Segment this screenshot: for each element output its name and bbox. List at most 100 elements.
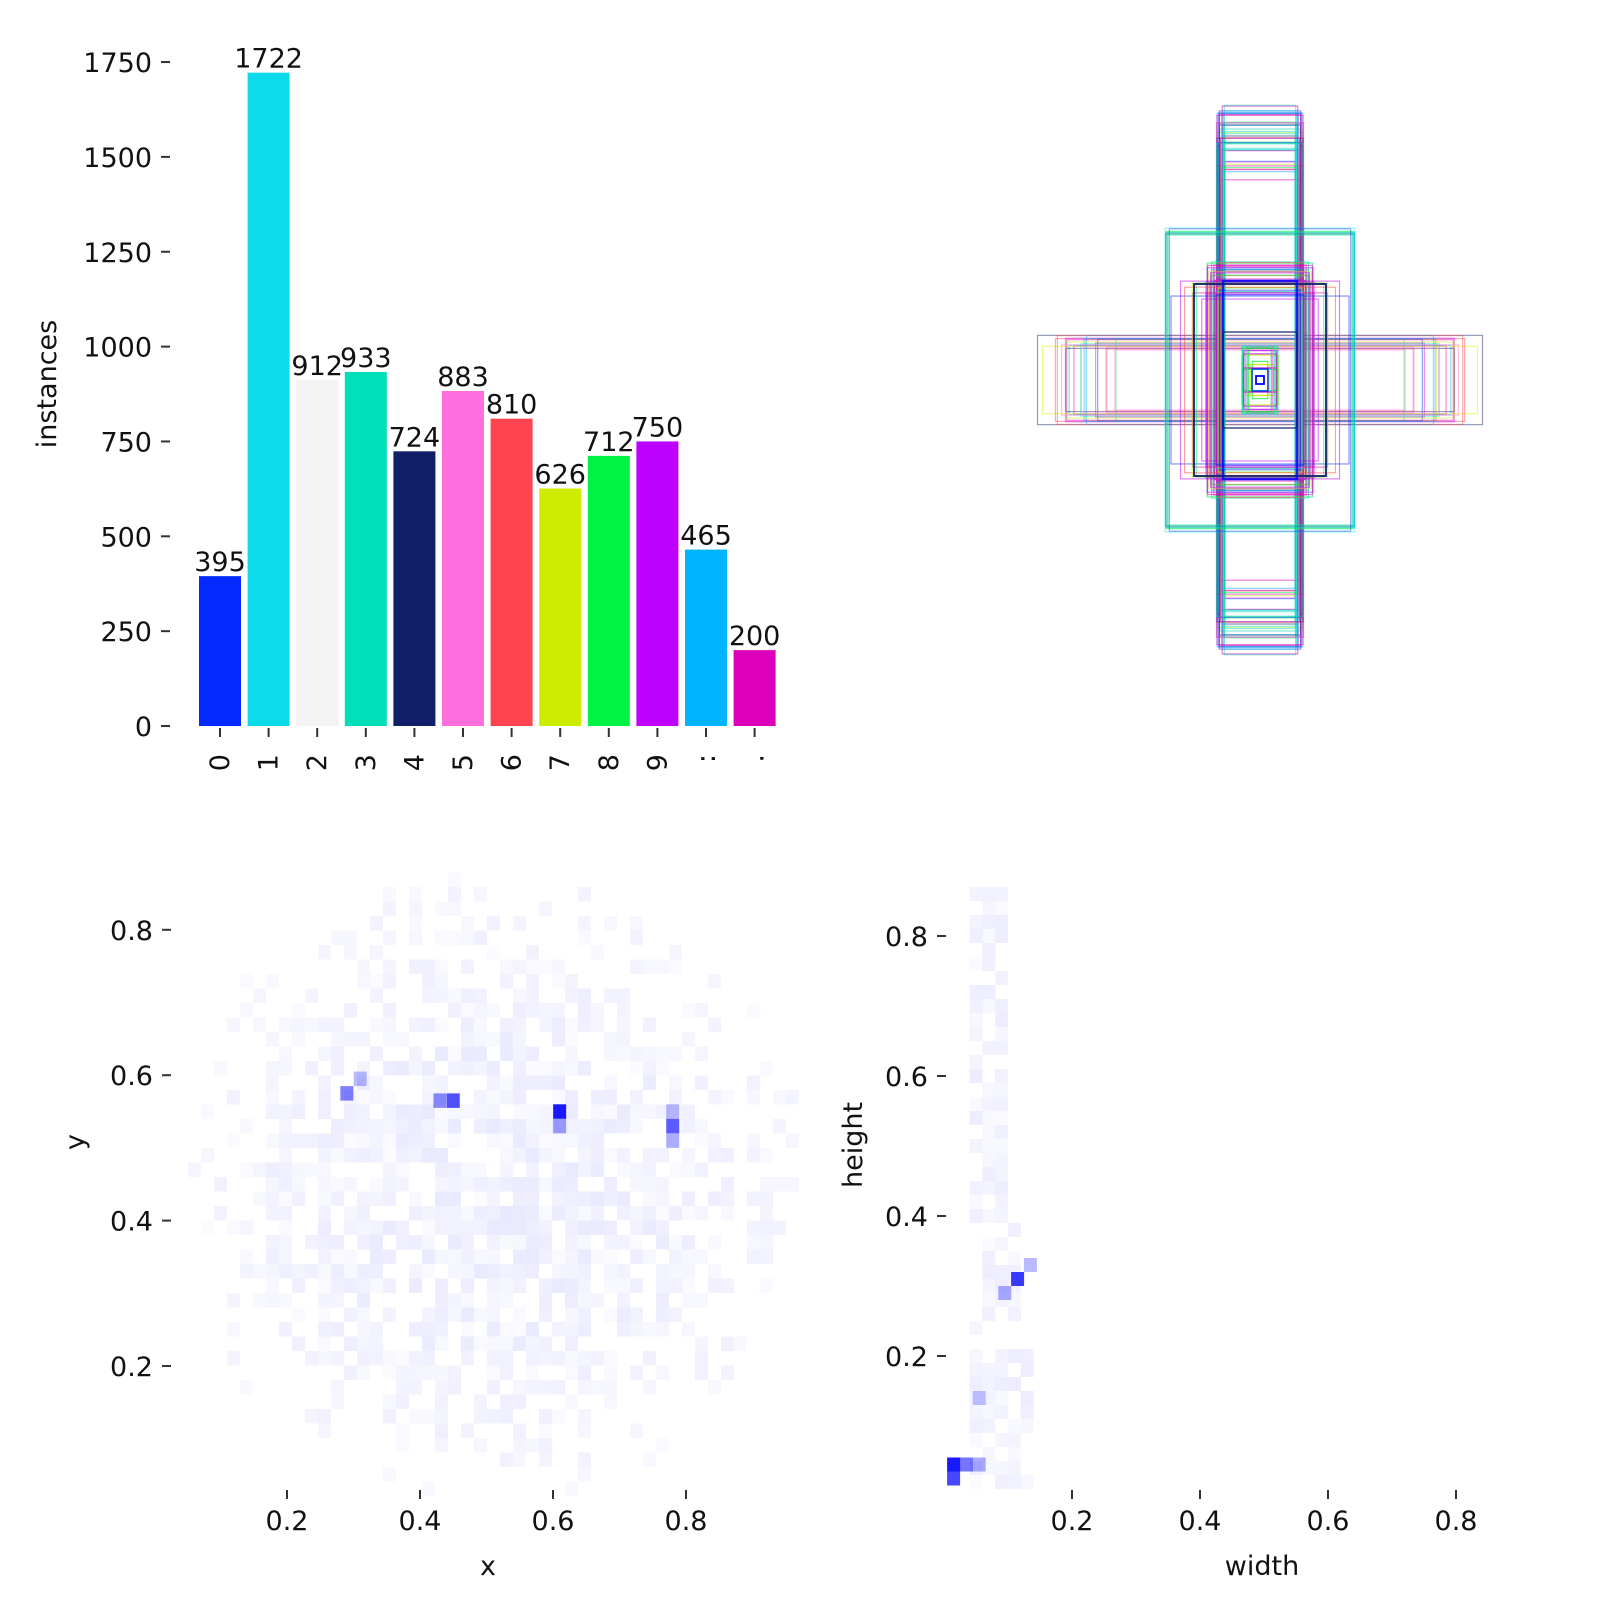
heatmap-cell (539, 1249, 552, 1264)
heatmap-cell (995, 1167, 1009, 1181)
heatmap-cell (604, 1090, 617, 1105)
heatmap-cell (305, 1018, 318, 1033)
heatmap-cell (591, 1191, 604, 1206)
heatmap-cell (695, 1119, 708, 1134)
heatmap-cell (539, 1409, 552, 1424)
heatmap-cell (604, 1105, 617, 1120)
x-tick-label: 0.6 (532, 1506, 575, 1537)
heatmap-cell (526, 1075, 539, 1090)
heatmap-cell (344, 1220, 357, 1235)
heatmap-cell (279, 1018, 292, 1033)
heatmap-cell (539, 1438, 552, 1453)
heatmap-cell (630, 1061, 643, 1076)
heatmap-cell (474, 1163, 487, 1178)
heatmap-cell (682, 1163, 695, 1178)
heatmap-cell (982, 1153, 995, 1167)
bar-value-label: 810 (486, 390, 538, 421)
heatmap-cell (292, 1308, 305, 1323)
heatmap-cell (760, 1191, 773, 1206)
heatmap-cell (695, 1293, 708, 1308)
heatmap-cell (370, 1235, 383, 1250)
heatmap-cell (617, 1047, 630, 1062)
heatmap-cell (422, 1351, 435, 1366)
heatmap-cell (435, 1250, 448, 1265)
heatmap-cell (604, 1076, 617, 1091)
heatmap-cell (982, 1125, 995, 1139)
heatmap-cell (747, 1191, 760, 1206)
heatmap-cell (1008, 1419, 1021, 1433)
heatmap-cell (682, 1293, 695, 1308)
heatmap-cell (344, 1250, 357, 1265)
y-axis-label: y (60, 1134, 91, 1150)
heatmap-cell (617, 1119, 630, 1134)
heatmap-cell (500, 1162, 513, 1177)
heatmap-cell (526, 1162, 539, 1177)
heatmap-cell (760, 1220, 773, 1235)
heatmap-cell (617, 1104, 630, 1119)
heatmap-cell (279, 1047, 292, 1062)
heatmap-cell (422, 1148, 435, 1163)
heatmap-cell (604, 1032, 617, 1047)
heatmap-cell (461, 1264, 474, 1279)
heatmap-cell (383, 1366, 396, 1381)
heatmap-cell (643, 1148, 656, 1163)
heatmap-cell (487, 1322, 500, 1337)
heatmap-cell (357, 1061, 370, 1076)
heatmap-cell (982, 985, 996, 999)
x-tick-label: 9 (642, 754, 673, 771)
x-tick-label: 4 (399, 754, 430, 771)
heatmap-cell (461, 1105, 474, 1120)
heatmap-cell (995, 1209, 1009, 1223)
heatmap-cell (552, 1409, 565, 1424)
heatmap-cell (396, 1220, 409, 1235)
heatmap-cell (396, 1032, 409, 1047)
heatmap-cell (604, 1308, 617, 1323)
heatmap-cell (773, 1177, 786, 1192)
heatmap-cell (552, 1177, 565, 1192)
heatmap-cell (500, 1293, 513, 1308)
heatmap-cell (643, 1192, 656, 1207)
heatmap-cell (383, 1220, 396, 1235)
heatmap-cell (526, 1061, 539, 1076)
heatmap-cell (526, 1264, 539, 1279)
heatmap-cell (760, 1061, 773, 1076)
heatmap-cell (513, 1322, 526, 1337)
label-box (1255, 375, 1265, 385)
label-box (1080, 343, 1440, 417)
heatmap-cell (500, 1119, 513, 1134)
heatmap-cell (474, 887, 487, 902)
heatmap-cell (539, 1061, 552, 1076)
heatmap-cell (383, 1395, 396, 1410)
label-box (1241, 345, 1279, 415)
heatmap-cell (500, 1076, 513, 1091)
label-box (1240, 354, 1280, 406)
heatmap-cell (617, 1206, 630, 1221)
heatmap-cell (682, 1322, 695, 1337)
heatmap-cell (539, 1380, 552, 1395)
label-box (1183, 286, 1337, 474)
heatmap-cell (526, 1366, 539, 1381)
heatmap-cell (474, 930, 487, 945)
heatmap-cell (565, 1322, 578, 1337)
heatmap-cell (461, 1249, 474, 1264)
heatmap-cell (305, 1133, 318, 1148)
heatmap-cell (578, 1307, 591, 1322)
heatmap-cell (591, 1351, 604, 1366)
heatmap-cell (422, 1104, 435, 1119)
heatmap-cell (695, 1046, 708, 1061)
heatmap-cell (279, 1293, 292, 1308)
heatmap-cell (279, 1264, 292, 1279)
heatmap-cell (435, 1337, 448, 1352)
heatmap-cell (448, 1162, 461, 1177)
heatmap-cell (526, 1119, 539, 1134)
heatmap-cell (708, 1133, 721, 1148)
heatmap-cell (591, 1162, 604, 1177)
heatmap-cell (318, 1322, 331, 1337)
heatmap-cell (513, 1177, 526, 1192)
heatmap-cell (383, 1177, 396, 1192)
heatmap-cell (708, 1017, 721, 1032)
heatmap-cell (240, 974, 253, 989)
heatmap-cell (669, 1076, 682, 1091)
heatmap-cell (474, 1250, 487, 1265)
heatmap-cell (331, 1133, 344, 1148)
